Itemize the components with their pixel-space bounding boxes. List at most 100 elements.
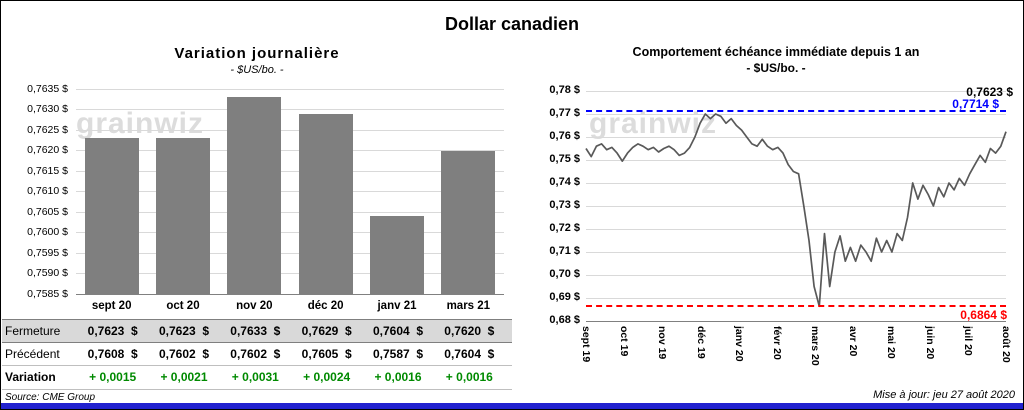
table-cell: 0,7605 $ [301, 346, 352, 361]
gridline [76, 150, 504, 151]
gridline [76, 170, 504, 172]
watermark-logo: grainwiz [76, 107, 205, 140]
y-axis-label: 0,7605 $ [27, 205, 68, 218]
bar [84, 138, 139, 294]
table-cell: 0,7602 $ [230, 346, 281, 361]
table-cell: 0,7623 $ [158, 323, 210, 338]
gridline [586, 205, 1006, 207]
gridline [586, 159, 1006, 161]
y-axis-label: 0,78 $ [549, 84, 580, 96]
x-axis-line [586, 321, 1006, 322]
table-row: Variation + 0,0015 + 0,0021 + 0,0031 + 0,002… [2, 366, 512, 390]
bottom-bar [1, 403, 1023, 409]
y-axis-label: 0,7595 $ [27, 246, 68, 259]
y-axis-label: 0,77 $ [549, 107, 580, 119]
x-axis-label: déc 19 [694, 326, 707, 359]
gridline [76, 252, 504, 254]
gridline [76, 129, 504, 131]
y-axis-label: 0,75 $ [549, 153, 580, 165]
y-axis-label: 0,69 $ [549, 291, 580, 303]
table-cell: 0,7608 $ [87, 346, 138, 361]
table-cell: + 0,0021 [160, 370, 208, 385]
y-axis-label: 0,72 $ [549, 222, 580, 234]
table-cell: 0,7633 $ [230, 323, 281, 338]
bar [227, 97, 282, 294]
y-axis-label: 0,68 $ [549, 314, 580, 326]
category-label: déc 20 [307, 300, 344, 312]
gridline [586, 297, 1006, 299]
low-dashed-line [586, 305, 1006, 308]
x-axis-line [76, 294, 504, 295]
gridline [76, 109, 504, 110]
x-axis-label: juin 20 [923, 326, 936, 360]
table-cell: 0,7629 $ [301, 323, 352, 338]
gridline [586, 274, 1006, 276]
price-line-svg [585, 113, 1007, 308]
y-axis-label: 0,7620 $ [27, 144, 68, 156]
table-cell: 0,7604 $ [372, 323, 424, 338]
x-axis-label: mai 20 [885, 326, 898, 359]
table-row-label: Fermeture [5, 323, 61, 338]
y-axis-label: 0,7590 $ [27, 267, 68, 279]
bar [156, 138, 210, 294]
x-axis-label: avr 20 [847, 326, 860, 357]
table-cell: + 0,0015 [89, 370, 137, 385]
gridline [76, 211, 504, 213]
table-row-label: Précédent [5, 346, 60, 361]
bar-chart-title: Variation journalière [174, 45, 340, 62]
bar [370, 216, 424, 294]
y-axis-label: 0,71 $ [549, 245, 580, 257]
table-row-label: Variation [5, 370, 56, 385]
y-axis-label: 0,73 $ [549, 199, 580, 211]
table-cell: 0,7602 $ [158, 346, 210, 361]
gridline [76, 88, 504, 90]
category-label: oct 20 [166, 300, 200, 312]
bar [441, 150, 496, 294]
x-axis-label: janv 20 [732, 326, 745, 362]
high-price-label: 0,7714 $ [952, 97, 999, 111]
y-axis-label: 0,74 $ [549, 176, 580, 188]
bar-chart-subtitle: - $US/bo. - [230, 64, 284, 76]
table-cell: + 0,0024 [303, 370, 351, 385]
x-axis-label: sept 19 [580, 326, 592, 363]
gridline [76, 273, 504, 274]
x-axis-label: mars 20 [809, 326, 822, 366]
category-label: mars 21 [446, 300, 491, 312]
watermark-logo: grainwiz [589, 107, 718, 140]
x-axis-label: nov 19 [656, 326, 669, 360]
gridline [586, 136, 1006, 138]
category-label: sept 20 [91, 300, 132, 312]
y-axis-label: 0,7600 $ [27, 226, 68, 238]
gridline [586, 228, 1006, 230]
y-axis-label: 0,7635 $ [27, 82, 68, 95]
gridline [76, 232, 504, 233]
x-axis-label: juil 20 [961, 326, 974, 356]
gridline [586, 90, 1006, 92]
page-title: Dollar canadien [444, 14, 580, 34]
gridline [586, 113, 1006, 115]
table-cell: 0,7604 $ [444, 346, 495, 361]
category-label: janv 21 [377, 300, 417, 312]
x-axis-label: févr 20 [770, 326, 783, 360]
y-axis-label: 0,7625 $ [27, 123, 68, 136]
price-line [585, 113, 1007, 308]
x-axis-label: août 20 [1000, 326, 1012, 363]
table-cell: + 0,0016 [445, 370, 493, 385]
y-axis-label: 0,76 $ [549, 130, 580, 142]
table-cell: 0,7587 $ [372, 346, 424, 361]
line-chart-title: Comportement échéance immédiate depuis 1… [632, 45, 920, 59]
y-axis-label: 0,7610 $ [27, 185, 68, 197]
y-axis-label: 0,70 $ [549, 268, 580, 280]
table-cell: + 0,0031 [231, 370, 279, 385]
x-axis-label: oct 19 [618, 326, 631, 357]
bar [298, 113, 353, 294]
y-axis-label: 0,7630 $ [27, 103, 68, 115]
gridline [76, 191, 504, 192]
table-cell: 0,7623 $ [87, 323, 138, 338]
table-cell: + 0,0016 [374, 370, 422, 385]
table-cell: 0,7620 $ [444, 323, 495, 338]
y-axis-label: 0,7585 $ [27, 287, 68, 300]
table-row: Précédent 0,7608 $ 0,7602 $ 0,7602 $ 0,7605 … [2, 343, 512, 366]
gridline [586, 182, 1006, 184]
